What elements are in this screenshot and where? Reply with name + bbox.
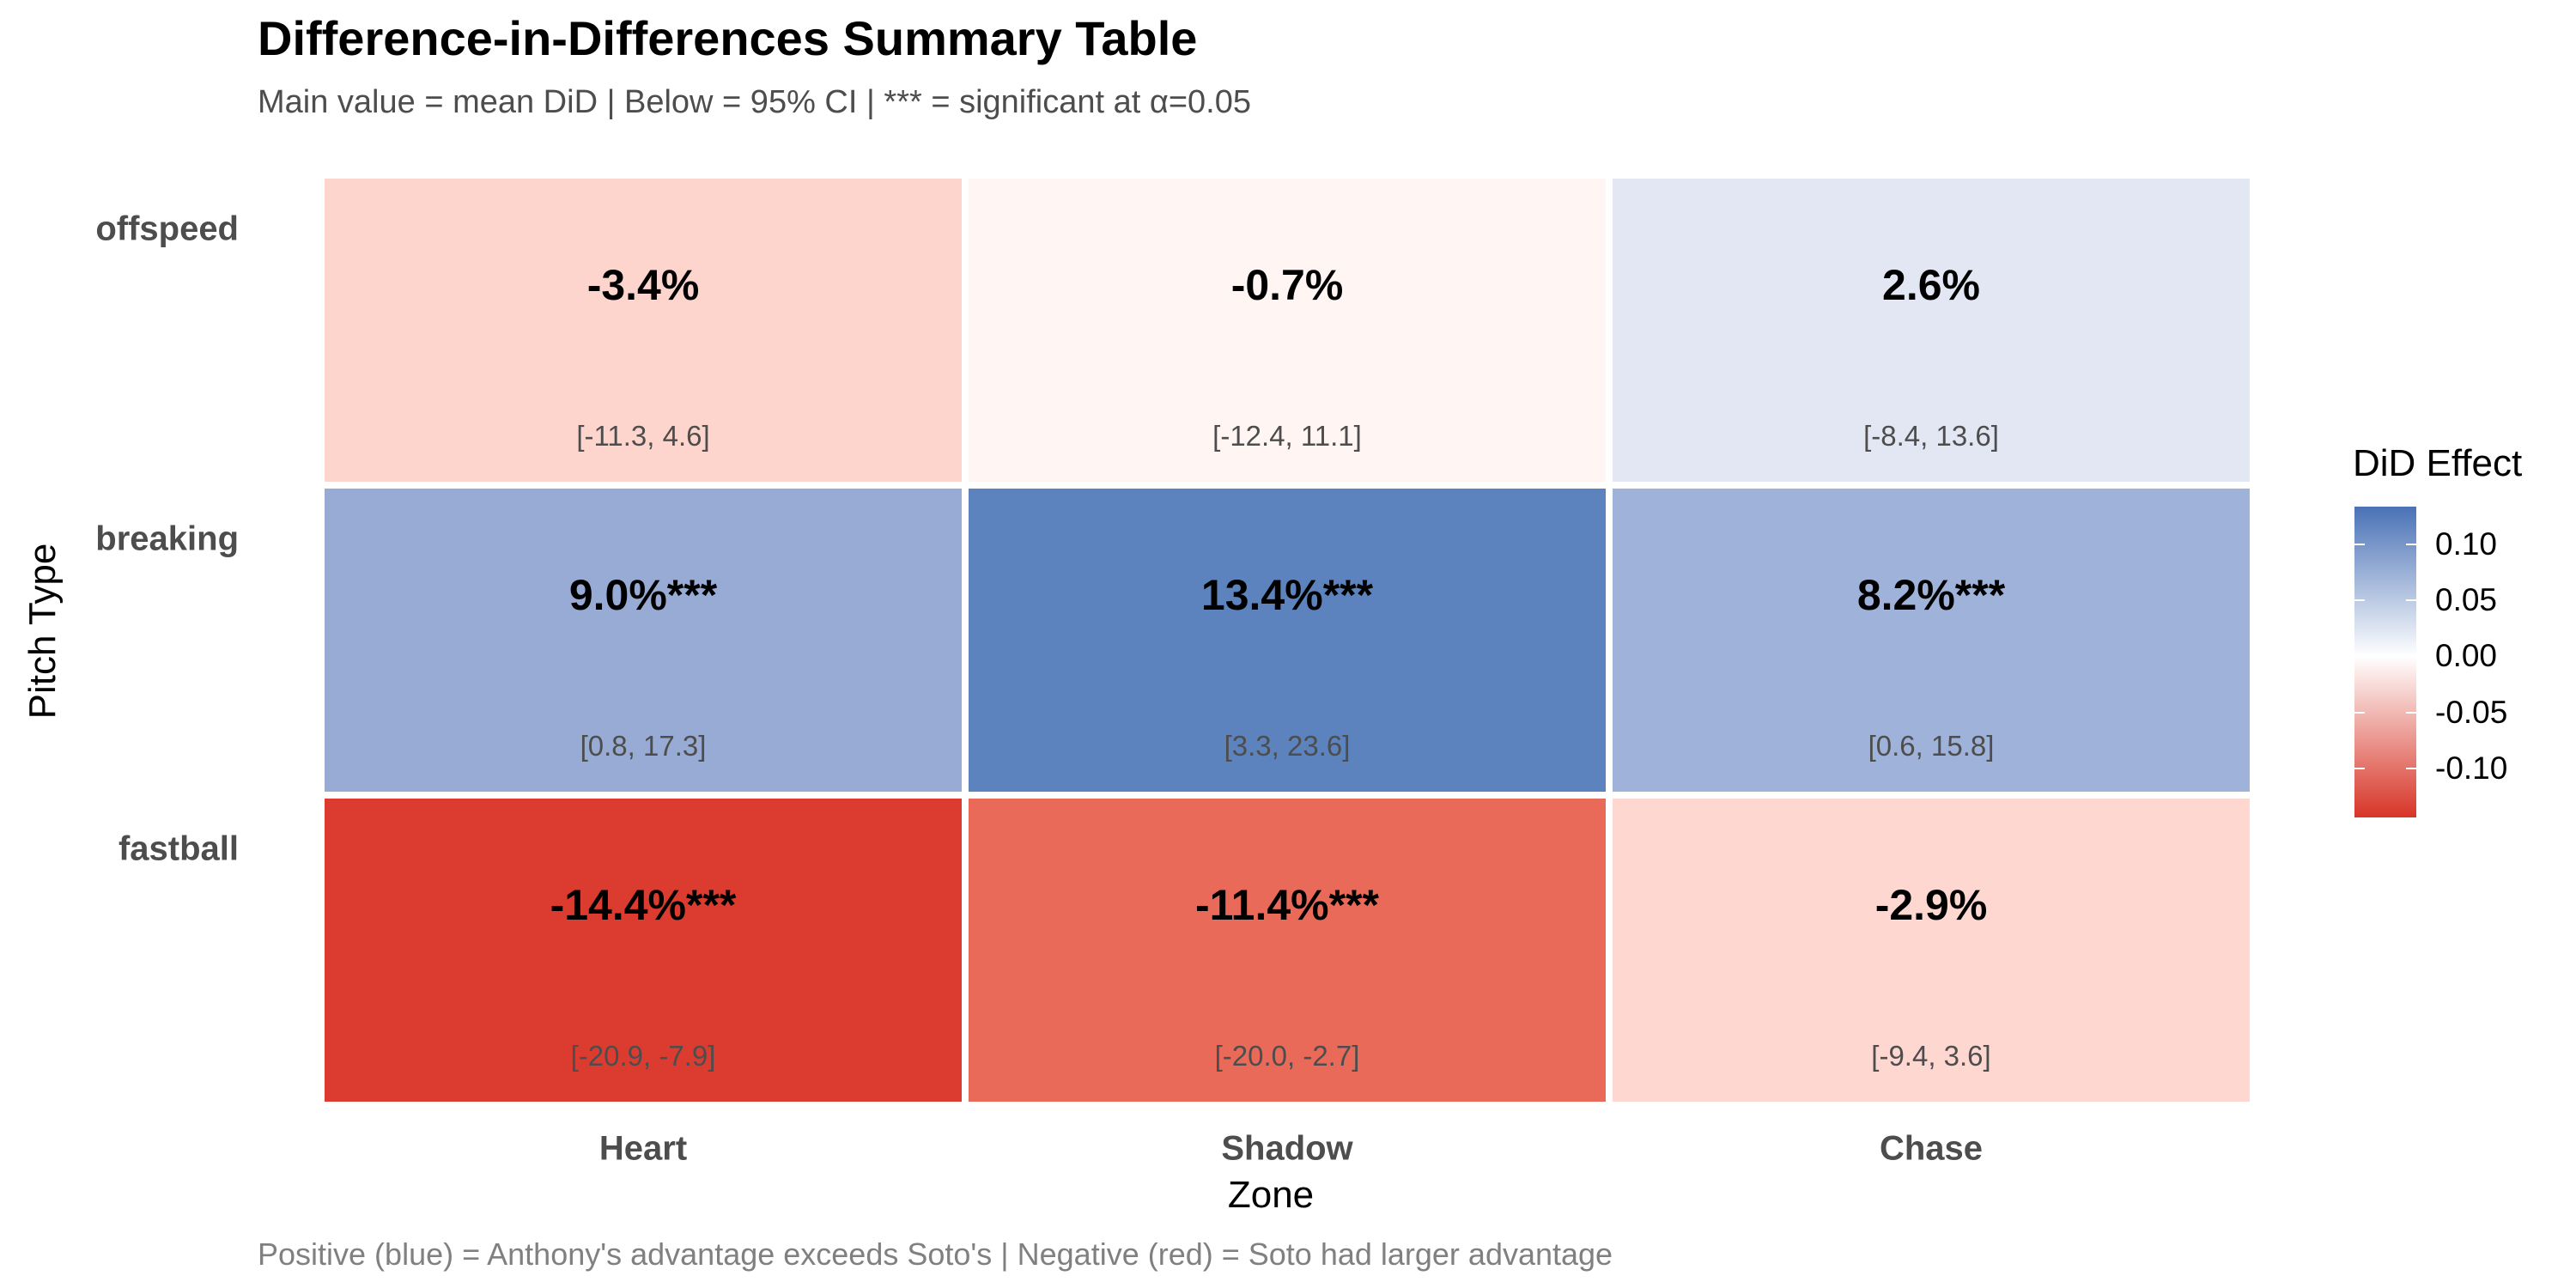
legend-tick-label: 0.05 <box>2435 582 2498 618</box>
cell-value-label: 9.0%*** <box>568 570 718 619</box>
legend-tick-mark <box>2354 655 2365 658</box>
legend-colorbar <box>2354 507 2416 817</box>
legend-tick-mark <box>2354 599 2365 602</box>
heatmap-cell-offspeed-shadow: -0.7% [-12.4, 11.1] <box>969 179 1606 482</box>
legend-tick-label: 0.00 <box>2435 638 2498 674</box>
heatmap-cell-fastball-shadow: -11.4%*** [-20.0, -2.7] <box>969 799 1606 1102</box>
legend-tick-mark <box>2354 711 2365 714</box>
y-tick-label-fastball: fastball <box>118 829 239 867</box>
legend-tick-label: 0.10 <box>2435 526 2498 562</box>
y-tick-label-offspeed: offspeed <box>95 210 239 247</box>
legend-tick-mark <box>2354 544 2365 546</box>
cell-ci-label: [-12.4, 11.1] <box>1212 420 1362 453</box>
legend-tick-label: -0.10 <box>2435 750 2508 786</box>
cell-ci-label: [-20.0, -2.7] <box>1214 1040 1360 1072</box>
x-tick-label-shadow: Shadow <box>1221 1129 1353 1168</box>
legend-tick-mark <box>2406 655 2416 658</box>
chart-caption: Positive (blue) = Anthony's advantage ex… <box>258 1236 1613 1272</box>
x-tick-label-heart: Heart <box>598 1129 688 1168</box>
cell-value-label: 8.2%*** <box>1856 570 2006 619</box>
cell-value-label: 2.6% <box>1882 260 1980 309</box>
cell-value-label: -3.4% <box>586 260 700 309</box>
cell-ci-label: [-8.4, 13.6] <box>1863 420 1999 453</box>
heatmap-cell-fastball-chase: -2.9% [-9.4, 3.6] <box>1613 799 2250 1102</box>
heatmap-cell-offspeed-chase: 2.6% [-8.4, 13.6] <box>1613 179 2250 482</box>
legend-tick-mark <box>2406 544 2416 546</box>
heatmap-cell-breaking-heart: 9.0%*** [0.8, 17.3] <box>325 489 962 792</box>
legend-tick-mark <box>2406 711 2416 714</box>
y-axis-label: Pitch Type <box>21 543 64 720</box>
legend-tick-mark <box>2406 599 2416 602</box>
x-axis-label: Zone <box>1227 1174 1315 1216</box>
cell-ci-label: [3.3, 23.6] <box>1224 730 1351 762</box>
cell-value-label: -2.9% <box>1874 880 1988 929</box>
x-tick-label-chase: Chase <box>1879 1129 1984 1168</box>
legend-title: DiD Effect <box>2353 442 2523 484</box>
heatmap-cell-breaking-chase: 8.2%*** [0.6, 15.8] <box>1613 489 2250 792</box>
cell-value-label: -0.7% <box>1230 260 1344 309</box>
cell-ci-label: [-11.3, 4.6] <box>576 420 710 453</box>
legend-tick-mark <box>2406 767 2416 769</box>
heatmap-cell-fastball-heart: -14.4%*** [-20.9, -7.9] <box>325 799 962 1102</box>
heatmap-cell-breaking-shadow: 13.4%*** [3.3, 23.6] <box>969 489 1606 792</box>
chart-subtitle: Main value = mean DiD | Below = 95% CI |… <box>258 84 1251 120</box>
heatmap-cell-offspeed-heart: -3.4% [-11.3, 4.6] <box>325 179 962 482</box>
cell-value-label: 13.4%*** <box>1200 570 1374 619</box>
legend-tick-label: -0.05 <box>2435 694 2508 730</box>
cell-ci-label: [0.6, 15.8] <box>1868 730 1995 762</box>
legend-tick-mark <box>2354 767 2365 769</box>
chart-title: Difference-in-Differences Summary Table <box>258 11 1198 65</box>
y-tick-label-breaking: breaking <box>95 519 239 557</box>
cell-value-label: -11.4%*** <box>1194 880 1380 929</box>
cell-ci-label: [-9.4, 3.6] <box>1871 1040 1991 1072</box>
cell-ci-label: [0.8, 17.3] <box>580 730 707 762</box>
cell-value-label: -14.4%*** <box>550 880 737 929</box>
cell-ci-label: [-20.9, -7.9] <box>570 1040 716 1072</box>
